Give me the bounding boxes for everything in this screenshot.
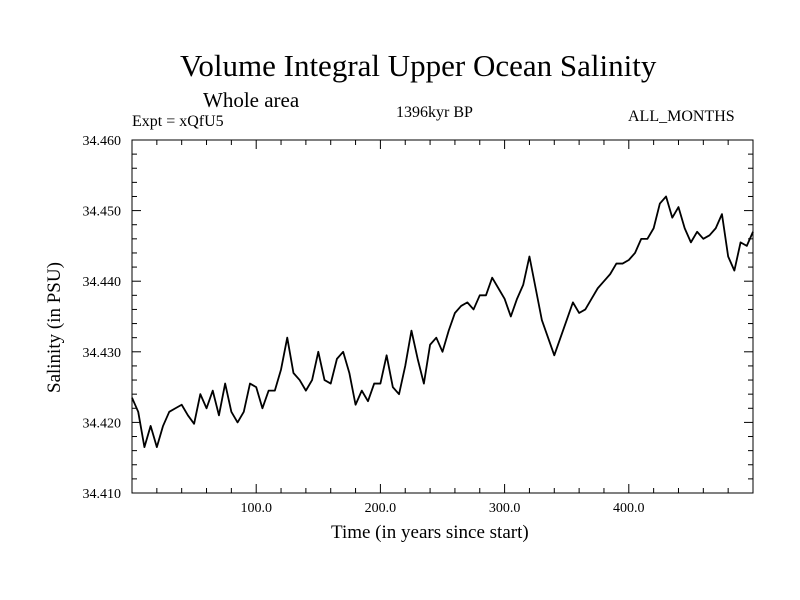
tick-labels: 100.0 200.0 300.0 400.0 34.410 34.420 34.430 34…: [83, 134, 645, 516]
y-tick-label: 34.430: [83, 346, 122, 361]
salinity-series-line: [131, 195, 754, 449]
chart-title: Volume Integral Upper Ocean Salinity: [180, 48, 657, 83]
y-tick-label: 34.440: [83, 275, 122, 290]
chart-subtitle: Whole area: [203, 88, 300, 112]
y-tick-label: 34.450: [83, 205, 122, 220]
y-tick-label: 34.460: [83, 134, 122, 149]
axis-ticks: [132, 140, 753, 493]
x-tick-label: 300.0: [489, 501, 521, 516]
y-tick-label: 34.420: [83, 416, 122, 431]
x-tick-label: 100.0: [240, 501, 272, 516]
period-label: 1396kyr BP: [396, 104, 473, 121]
y-tick-label: 34.410: [83, 487, 122, 502]
x-tick-label: 200.0: [365, 501, 397, 516]
plot-frame: [131, 139, 754, 494]
months-label: ALL_MONTHS: [628, 108, 735, 125]
x-tick-label: 400.0: [613, 501, 645, 516]
expt-label: Expt = xQfU5: [132, 113, 224, 130]
x-axis-label: Time (in years since start): [331, 522, 529, 543]
